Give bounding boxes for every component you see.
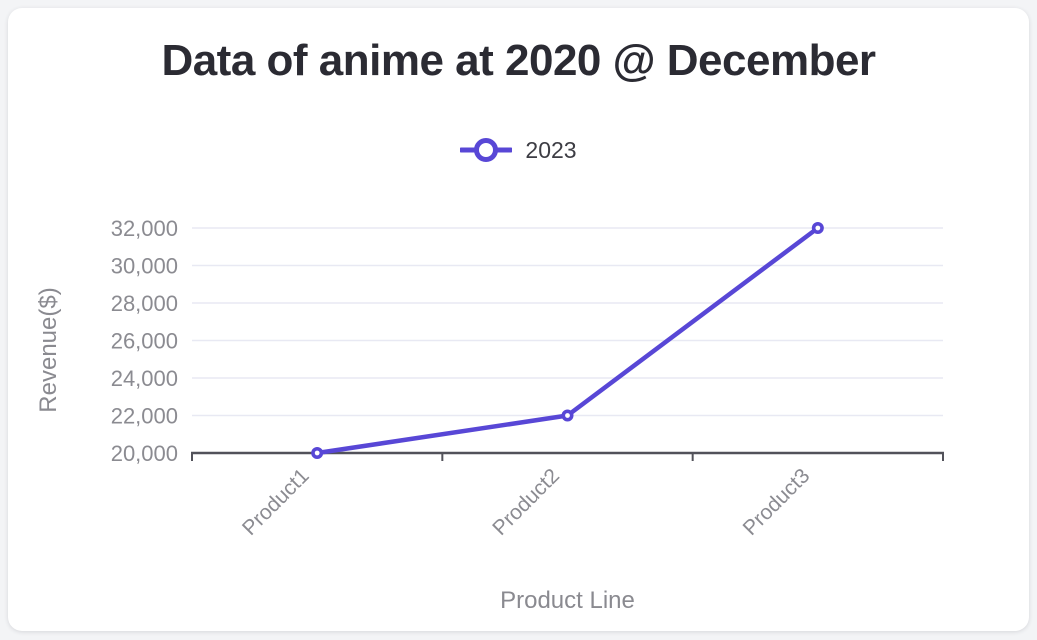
y-tick-label: 20,000 xyxy=(111,441,178,466)
data-point[interactable] xyxy=(311,446,324,459)
legend-label: 2023 xyxy=(525,136,577,163)
chart-card xyxy=(8,8,1029,631)
y-tick-label: 24,000 xyxy=(111,366,178,391)
data-point[interactable] xyxy=(561,409,574,422)
y-tick-label: 30,000 xyxy=(111,254,178,279)
y-tick-label: 28,000 xyxy=(111,291,178,316)
y-tick-label: 32,000 xyxy=(111,216,178,241)
legend-marker-icon xyxy=(460,138,513,162)
x-tick-label: Product3 xyxy=(739,464,815,540)
y-tick-label: 26,000 xyxy=(111,329,178,354)
x-axis-title: Product Line xyxy=(500,587,635,614)
x-tick-label: Product2 xyxy=(488,464,564,540)
chart-title: Data of anime at 2020 @ December xyxy=(161,36,876,85)
y-tick-label: 22,000 xyxy=(111,404,178,429)
y-axis-title: Revenue($) xyxy=(35,287,62,412)
data-point[interactable] xyxy=(811,222,824,235)
x-tick-label: Product1 xyxy=(238,464,314,540)
legend-item-2023[interactable]: 2023 xyxy=(0,136,1037,164)
